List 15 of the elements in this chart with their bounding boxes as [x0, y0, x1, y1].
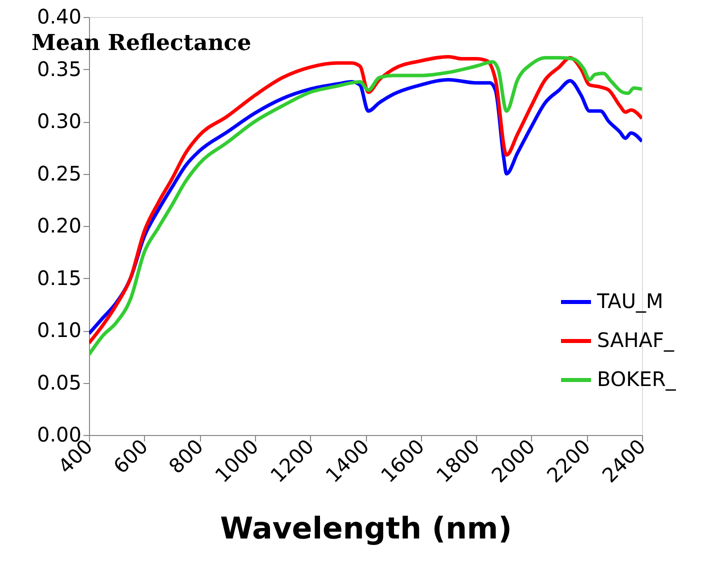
- y-tick-label: 0.20: [36, 214, 82, 238]
- y-tick-label: 0.35: [36, 56, 82, 81]
- x-tick-label: 600: [108, 434, 153, 478]
- y-tick-label: 0.25: [36, 161, 82, 186]
- x-axis-title: Wavelength (nm): [220, 512, 512, 547]
- legend-label: TAU_M: [596, 289, 664, 313]
- y-tick-label: 0.05: [36, 370, 82, 394]
- legend-label: SAHAF_: [597, 328, 675, 352]
- legend-label: BOKER_: [597, 367, 677, 391]
- y-tick-label: 0.30: [36, 109, 82, 133]
- y-tick-label: 0.10: [36, 318, 82, 342]
- y-tick-label: 0.15: [36, 266, 82, 290]
- y-tick-label: 0.40: [36, 4, 82, 28]
- text: Mean Reflectance: [31, 30, 252, 56]
- x-tick-label: 800: [164, 434, 208, 478]
